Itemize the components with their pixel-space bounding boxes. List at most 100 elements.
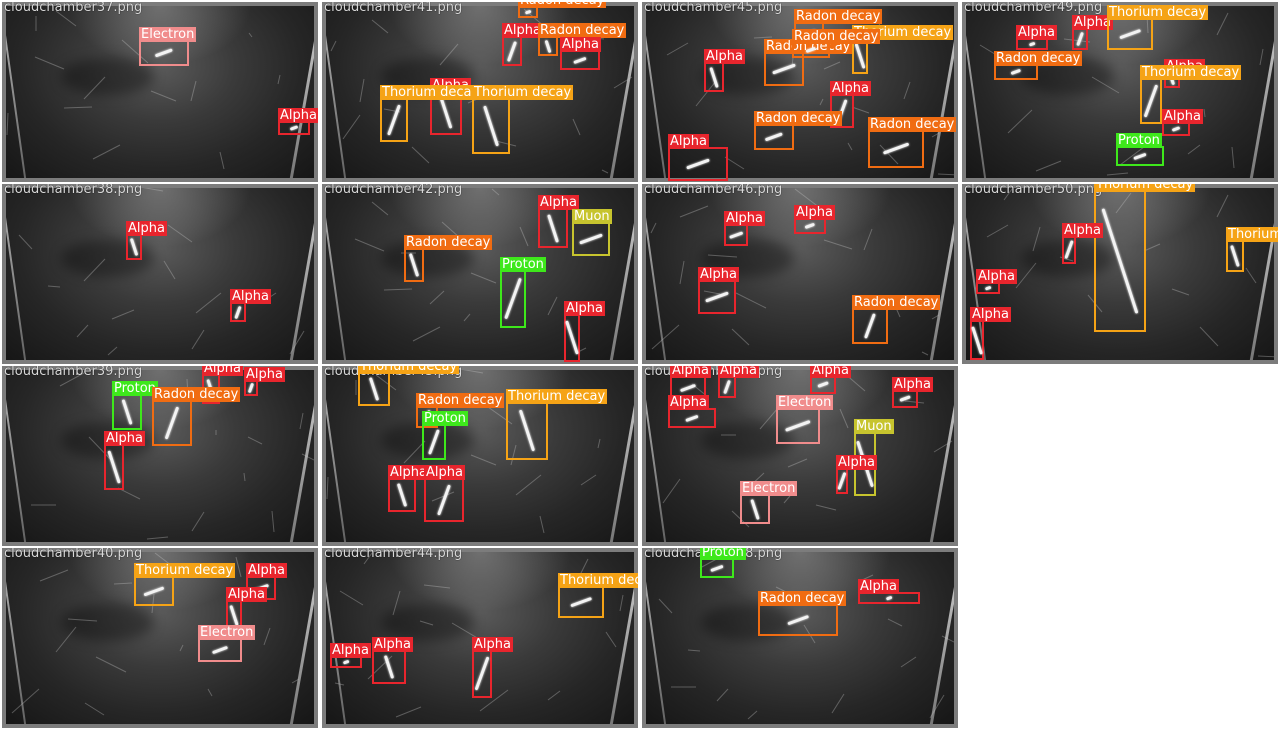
detection-label: Alpha	[230, 289, 271, 304]
detection-box-alpha: Alpha	[104, 431, 145, 490]
image-filename: cloudchamber44.png	[324, 548, 463, 561]
detection-label: Alpha	[858, 579, 899, 594]
detection-label: Alpha	[970, 307, 1011, 322]
particle-track	[507, 40, 517, 62]
faint-track	[904, 400, 925, 404]
faint-track	[150, 90, 177, 102]
faint-track	[539, 515, 545, 534]
faint-track	[731, 328, 750, 346]
detection-box-thorium-decay: Thorium decay	[380, 85, 482, 142]
detection-label: Alpha	[892, 377, 933, 392]
detection-box-alpha: Alpha	[1072, 15, 1113, 50]
faint-track	[823, 61, 841, 70]
faint-track	[650, 222, 657, 234]
particle-track	[984, 285, 992, 291]
faint-track	[462, 370, 484, 374]
detection-label: Radon decay	[404, 235, 493, 250]
detection-label: Proton	[422, 411, 468, 426]
detection-box-alpha: Alpha	[472, 637, 513, 698]
detection-box-radon-decay: Radon decay	[758, 591, 847, 636]
cloud-chamber-photo	[646, 552, 954, 724]
detection-box-alpha: Alpha	[836, 455, 877, 494]
particle-track	[899, 395, 911, 403]
particle-track	[1230, 244, 1240, 268]
detection-label: Electron	[740, 481, 798, 496]
faint-track	[851, 106, 870, 114]
faint-track	[289, 330, 305, 355]
detection-label: Alpha	[330, 643, 371, 658]
detection-label: Muon	[854, 419, 894, 434]
detection-label: Alpha	[246, 563, 287, 578]
faint-track	[83, 76, 106, 100]
faint-track	[931, 132, 940, 138]
detection-label: Radon decay	[994, 51, 1083, 66]
detection-box-electron: Electron	[139, 27, 197, 66]
faint-track	[863, 228, 873, 251]
faint-track	[383, 288, 413, 291]
result-tile: cloudchamber40.png Thorium decay Alpha Alph…	[2, 548, 318, 728]
image-filename: cloudchamber39.png	[4, 366, 143, 379]
faint-track	[831, 693, 845, 714]
faint-track	[679, 260, 685, 285]
faint-track	[291, 678, 300, 684]
result-tile: cloudchamber47.png Alpha Alpha Alpha Alpha Al…	[642, 366, 958, 546]
detection-box-thorium-decay: Thorium decay	[1226, 227, 1278, 272]
faint-track	[815, 504, 837, 511]
particle-track	[804, 222, 816, 230]
detection-box-thorium-decay: Thorium decay	[134, 563, 236, 606]
detection-label: Radon decay	[754, 111, 843, 126]
detection-box-alpha: Alpha	[810, 366, 851, 394]
image-filename: cloudchamber47.png	[644, 366, 783, 379]
faint-track	[1259, 48, 1264, 66]
result-tile: cloudchamber42.png Alpha Muon Radon decay Pr…	[322, 184, 638, 364]
faint-track	[1115, 192, 1132, 214]
particle-track	[342, 659, 350, 665]
faint-track	[735, 292, 767, 309]
detection-label: Alpha	[560, 37, 601, 52]
faint-track	[619, 594, 624, 612]
faint-track	[47, 285, 61, 288]
faint-track	[753, 36, 773, 39]
faint-track	[301, 453, 314, 461]
detection-box-alpha: Alpha	[892, 377, 933, 408]
detection-label: Electron	[198, 625, 256, 640]
faint-track	[572, 118, 581, 136]
faint-track	[487, 406, 513, 425]
faint-track	[703, 290, 721, 295]
detection-box-alpha: Alpha	[704, 49, 745, 92]
detection-label: Alpha	[976, 269, 1017, 284]
particle-track	[547, 213, 559, 243]
faint-track	[1187, 144, 1201, 155]
detection-box-radon-decay: Radon decay	[994, 51, 1083, 80]
faint-track	[451, 622, 480, 640]
particle-track	[750, 498, 760, 520]
faint-track	[191, 329, 205, 350]
particle-track	[885, 595, 893, 601]
image-filename: cloudchamber45.png	[644, 2, 783, 15]
particle-track	[1171, 126, 1181, 132]
detection-label: Proton	[500, 257, 546, 272]
faint-track	[707, 254, 738, 258]
faint-track	[6, 112, 9, 136]
detection-label: Alpha	[372, 637, 413, 652]
faint-track	[679, 205, 709, 218]
detection-label: Radon decay	[538, 23, 627, 38]
faint-track	[580, 474, 597, 486]
result-tile: cloudchamber45.png Alpha Radon decay Thoriu…	[642, 2, 958, 182]
detection-box-thorium-decay: Thorium decay	[472, 85, 574, 154]
particle-track	[1133, 152, 1147, 160]
detection-box-thorium-decay: Thorium decay	[1140, 65, 1242, 124]
particle-track	[439, 97, 453, 129]
background-tracks	[658, 554, 954, 720]
detection-box-proton: Proton	[500, 257, 546, 328]
particle-track	[289, 125, 299, 131]
faint-track	[759, 407, 779, 430]
detection-label: Radon decay	[852, 295, 941, 310]
faint-track	[1003, 188, 1013, 201]
particle-track	[709, 66, 719, 88]
detection-box-thorium-decay: Thorium decay	[1094, 184, 1196, 332]
faint-track	[121, 39, 149, 64]
detection-box-alpha: Alpha	[794, 205, 835, 234]
image-filename: cloudchamber38.png	[4, 184, 143, 197]
detection-box-alpha: Alpha	[1062, 223, 1103, 264]
